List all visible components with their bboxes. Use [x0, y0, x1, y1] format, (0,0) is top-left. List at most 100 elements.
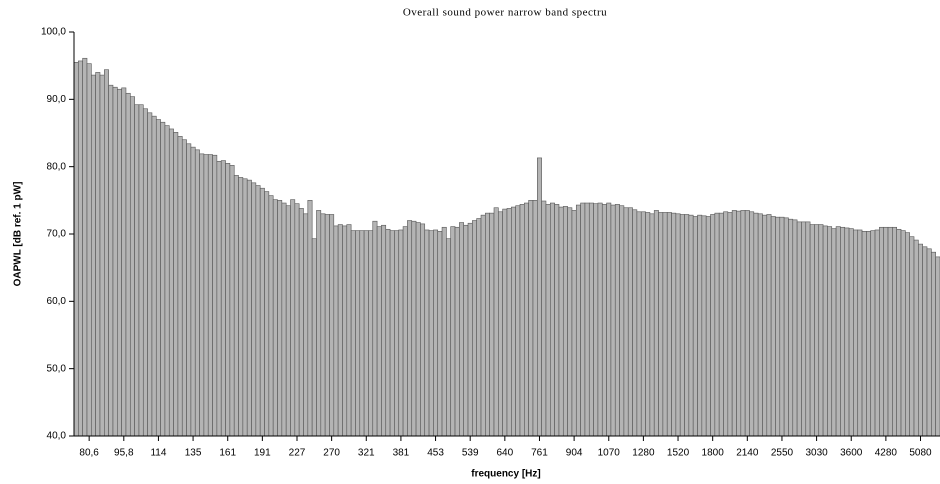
bar: [220, 160, 226, 437]
bar: [571, 210, 577, 437]
bar: [623, 207, 629, 437]
bar: [549, 202, 555, 437]
x-tick-label: 381: [393, 448, 410, 459]
y-tick-label: 60,0: [47, 296, 67, 307]
x-tick-label: 5080: [909, 448, 932, 459]
bar: [853, 229, 859, 437]
y-tick-label: 100,0: [41, 27, 66, 38]
bar: [463, 224, 469, 437]
bar: [775, 216, 781, 437]
bar: [225, 163, 231, 437]
bar: [372, 220, 378, 437]
x-tick-label: 135: [185, 448, 202, 459]
bar: [710, 214, 716, 437]
bar: [190, 146, 196, 437]
bar: [697, 214, 703, 437]
bar: [593, 203, 599, 437]
bar: [255, 185, 261, 437]
bar: [701, 215, 707, 437]
bar: [281, 202, 287, 437]
bar: [528, 200, 534, 437]
bar: [199, 153, 205, 437]
bar: [307, 200, 313, 437]
bar: [242, 178, 248, 437]
bar: [207, 154, 213, 437]
x-tick-label: 1520: [667, 448, 690, 459]
y-tick-label: 40,0: [47, 431, 67, 442]
x-tick-label: 1280: [632, 448, 655, 459]
bar: [766, 214, 772, 437]
bar: [268, 195, 274, 437]
bar: [792, 219, 798, 437]
bar: [827, 226, 833, 437]
bar: [108, 84, 114, 437]
bar: [887, 226, 893, 437]
bar: [350, 230, 356, 437]
bar: [740, 210, 746, 437]
bar: [389, 230, 395, 437]
bar: [212, 154, 218, 437]
bar: [900, 230, 906, 437]
bar: [692, 216, 698, 437]
bar: [757, 213, 763, 437]
bar: [515, 205, 521, 437]
bar: [597, 202, 603, 437]
x-tick-label: 1800: [702, 448, 725, 459]
x-tick-label: 3030: [805, 448, 828, 459]
bar: [935, 256, 940, 437]
bar: [186, 143, 192, 437]
bar: [658, 212, 664, 437]
bar: [866, 231, 872, 437]
bar: [502, 208, 508, 437]
bar: [874, 229, 880, 437]
bar: [73, 61, 79, 437]
bar: [285, 205, 291, 437]
x-tick-label: 4280: [875, 448, 898, 459]
bar: [835, 226, 841, 437]
bar: [675, 213, 681, 437]
bar: [264, 191, 270, 437]
bar: [117, 88, 122, 437]
bar: [679, 214, 685, 437]
bar: [229, 165, 235, 437]
y-tick-label: 90,0: [47, 94, 67, 105]
bar: [216, 160, 222, 437]
bar: [736, 210, 742, 437]
bar: [632, 209, 638, 437]
y-tick-label: 50,0: [47, 363, 67, 374]
bar: [177, 136, 183, 437]
bar: [805, 221, 811, 437]
bar: [277, 200, 283, 437]
bar: [870, 230, 876, 437]
bar: [459, 222, 464, 437]
bar: [251, 182, 257, 437]
bar: [801, 221, 807, 437]
bar: [82, 57, 88, 437]
bar: [727, 212, 733, 437]
bar: [476, 218, 482, 437]
bar: [402, 226, 408, 437]
bar: [762, 214, 768, 437]
bar: [147, 112, 153, 437]
bar: [844, 227, 850, 437]
bar: [749, 211, 755, 437]
bar: [329, 214, 335, 437]
bar: [246, 179, 252, 437]
bar: [181, 139, 187, 437]
bar: [731, 210, 737, 437]
x-tick-label: 640: [496, 448, 513, 459]
y-tick-label: 70,0: [47, 229, 67, 240]
bar: [121, 87, 127, 437]
bar: [164, 125, 170, 437]
bar: [155, 119, 161, 437]
bar: [238, 177, 244, 437]
bar: [489, 212, 495, 437]
bar: [606, 202, 612, 437]
bar: [627, 207, 633, 437]
bar: [788, 218, 794, 437]
bar: [562, 206, 568, 437]
bar: [554, 204, 560, 437]
bar: [645, 212, 651, 437]
bar: [485, 212, 490, 437]
